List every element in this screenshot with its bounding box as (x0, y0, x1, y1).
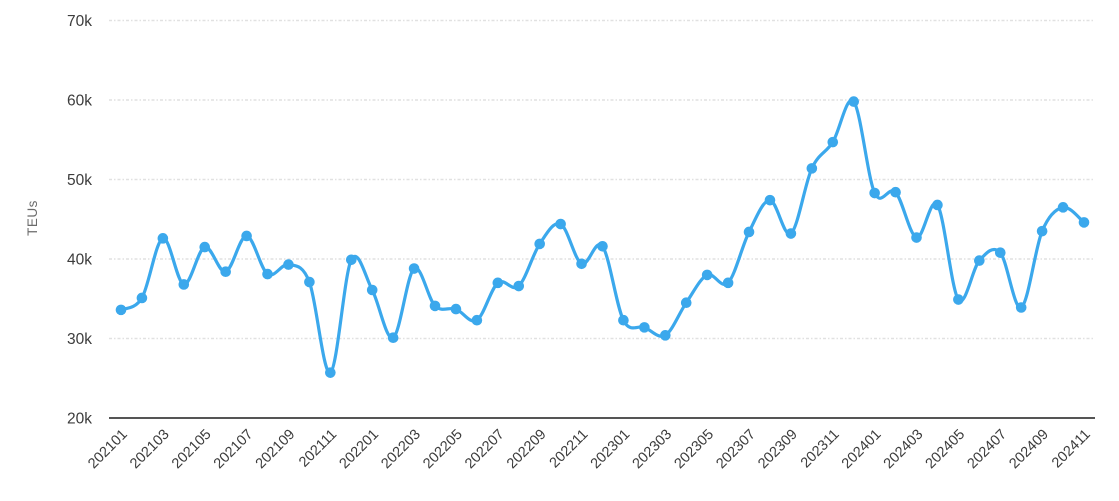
data-point[interactable] (576, 258, 587, 270)
x-tick-label: 202207 (462, 427, 508, 473)
x-tick-label: 202407 (965, 427, 1011, 473)
data-point[interactable] (869, 187, 880, 199)
x-tick-label: 202405 (923, 427, 969, 473)
data-point[interactable] (178, 279, 190, 290)
data-point[interactable] (387, 332, 399, 344)
x-tick-label: 202401 (839, 427, 885, 473)
data-point[interactable] (827, 136, 839, 148)
y-tick-label: 70k (67, 13, 92, 30)
data-point[interactable] (220, 266, 231, 278)
x-tick-label: 202403 (881, 427, 927, 473)
data-point[interactable] (1057, 202, 1069, 213)
data-point[interactable] (408, 263, 420, 274)
y-tick-label: 30k (67, 331, 92, 348)
data-point[interactable] (157, 233, 169, 244)
x-tick-label: 202107 (211, 427, 257, 473)
data-point[interactable] (241, 230, 252, 242)
x-tick-label: 202409 (1006, 427, 1052, 473)
x-tick-label: 202111 (296, 427, 340, 471)
x-tick-label: 202305 (671, 427, 717, 473)
data-point[interactable] (1036, 225, 1048, 237)
x-tick-label: 202211 (547, 427, 592, 472)
data-point[interactable] (555, 218, 566, 230)
data-point[interactable] (848, 96, 860, 107)
data-point[interactable] (597, 240, 608, 252)
data-point[interactable] (471, 314, 483, 326)
data-point[interactable] (701, 269, 713, 281)
x-tick-label: 202109 (253, 427, 299, 473)
data-point[interactable] (325, 367, 336, 378)
data-point[interactable] (974, 255, 985, 266)
data-point[interactable] (639, 322, 650, 333)
data-point[interactable] (660, 330, 671, 341)
x-tick-label: 202103 (127, 427, 173, 473)
data-point[interactable] (932, 199, 943, 211)
x-tick-label: 202311 (798, 427, 843, 472)
data-point[interactable] (764, 194, 776, 206)
data-point[interactable] (429, 300, 441, 312)
data-point[interactable] (785, 228, 797, 239)
x-tick-label: 202209 (504, 427, 550, 473)
y-tick-label: 40k (67, 252, 92, 269)
x-tick-label: 202307 (713, 427, 759, 473)
data-point[interactable] (262, 268, 273, 280)
x-tick-label: 202411 (1049, 427, 1094, 472)
x-tick-label: 202303 (630, 427, 676, 473)
data-point[interactable] (994, 247, 1006, 258)
series-line (119, 98, 1086, 375)
y-tick-label: 60k (67, 93, 92, 110)
data-point[interactable] (890, 186, 901, 198)
data-point[interactable] (115, 304, 127, 316)
y-tick-label: 50k (67, 172, 92, 189)
data-point[interactable] (283, 259, 294, 270)
data-point[interactable] (618, 314, 629, 326)
data-point[interactable] (366, 284, 378, 296)
x-tick-label: 202101 (85, 427, 131, 473)
data-point[interactable] (450, 303, 462, 315)
data-point[interactable] (680, 297, 692, 309)
x-tick-label: 202105 (169, 427, 215, 473)
data-point[interactable] (1015, 302, 1027, 313)
data-point[interactable] (953, 294, 964, 305)
x-tick-label: 202301 (588, 427, 634, 473)
x-tick-label: 202309 (755, 427, 801, 473)
x-tick-label: 202201 (337, 427, 383, 473)
data-point[interactable] (492, 277, 504, 289)
data-point[interactable] (345, 254, 357, 266)
data-point[interactable] (722, 277, 734, 289)
data-point[interactable] (136, 292, 148, 304)
x-tick-label: 202205 (420, 427, 466, 473)
data-point[interactable] (199, 241, 211, 253)
data-point[interactable] (513, 280, 525, 292)
y-tick-label: 20k (67, 411, 92, 428)
data-point[interactable] (806, 163, 818, 174)
data-point[interactable] (743, 226, 755, 238)
data-point[interactable] (911, 232, 922, 243)
x-tick-label: 202203 (378, 427, 424, 473)
y-axis-title: TEUs (25, 200, 40, 236)
data-point[interactable] (534, 238, 545, 250)
data-point[interactable] (1078, 217, 1090, 228)
data-point[interactable] (304, 276, 315, 288)
